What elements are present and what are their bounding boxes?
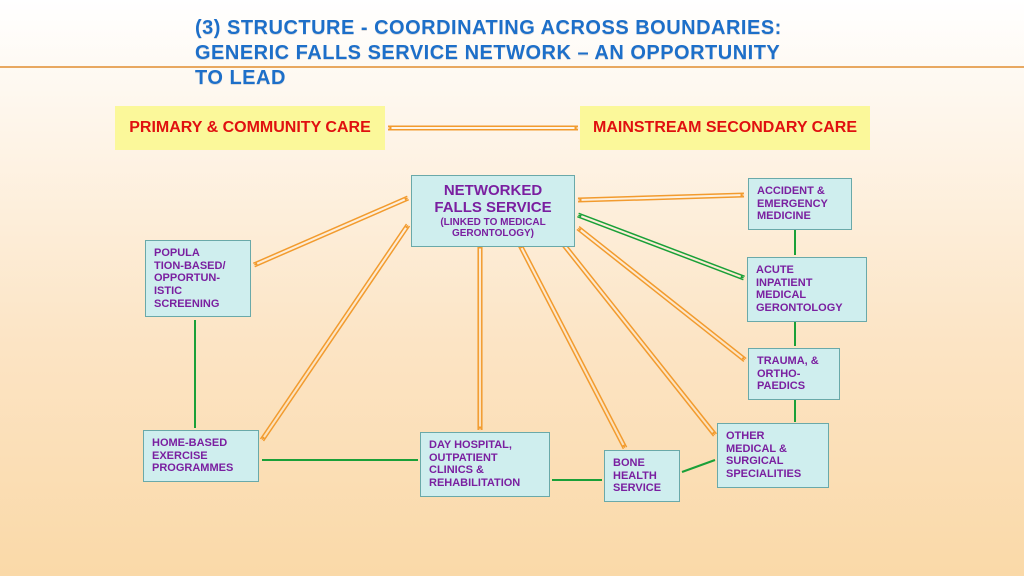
node-othermed: OTHERMEDICAL &SURGICALSPECIALITIES xyxy=(717,423,829,488)
node-accident: ACCIDENT &EMERGENCYMEDICINE xyxy=(748,178,852,230)
header-secondary: MAINSTREAM SECONDARY CARE xyxy=(580,106,870,150)
slide-title: (3) Structure - Coordinating Across Boun… xyxy=(195,16,782,91)
node-acute: ACUTEINPATIENTMEDICALGERONTOLOGY xyxy=(747,257,867,322)
node-networked: NETWORKED FALLS SERVICE(LINKED TO MEDICA… xyxy=(411,175,575,247)
header-primary: PRIMARY & COMMUNITY CARE xyxy=(115,106,385,150)
node-homeexercise: HOME-BASEDEXERCISEPROGRAMMES xyxy=(143,430,259,482)
node-screening: POPULATION-BASED/OPPORTUN-ISTICSCREENING xyxy=(145,240,251,317)
node-trauma: TRAUMA, &ORTHO-PAEDICS xyxy=(748,348,840,400)
node-bonehealth: BONEHEALTHSERVICE xyxy=(604,450,680,502)
node-dayhospital: DAY HOSPITAL,OUTPATIENTCLINICS &REHABILI… xyxy=(420,432,550,497)
